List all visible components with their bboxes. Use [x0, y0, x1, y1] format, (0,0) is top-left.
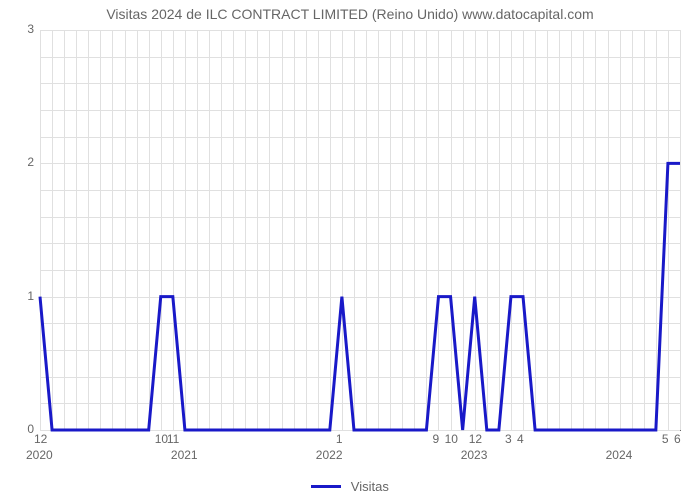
series-line	[0, 0, 700, 500]
visits-chart: Visitas 2024 de ILC CONTRACT LIMITED (Re…	[0, 0, 700, 500]
